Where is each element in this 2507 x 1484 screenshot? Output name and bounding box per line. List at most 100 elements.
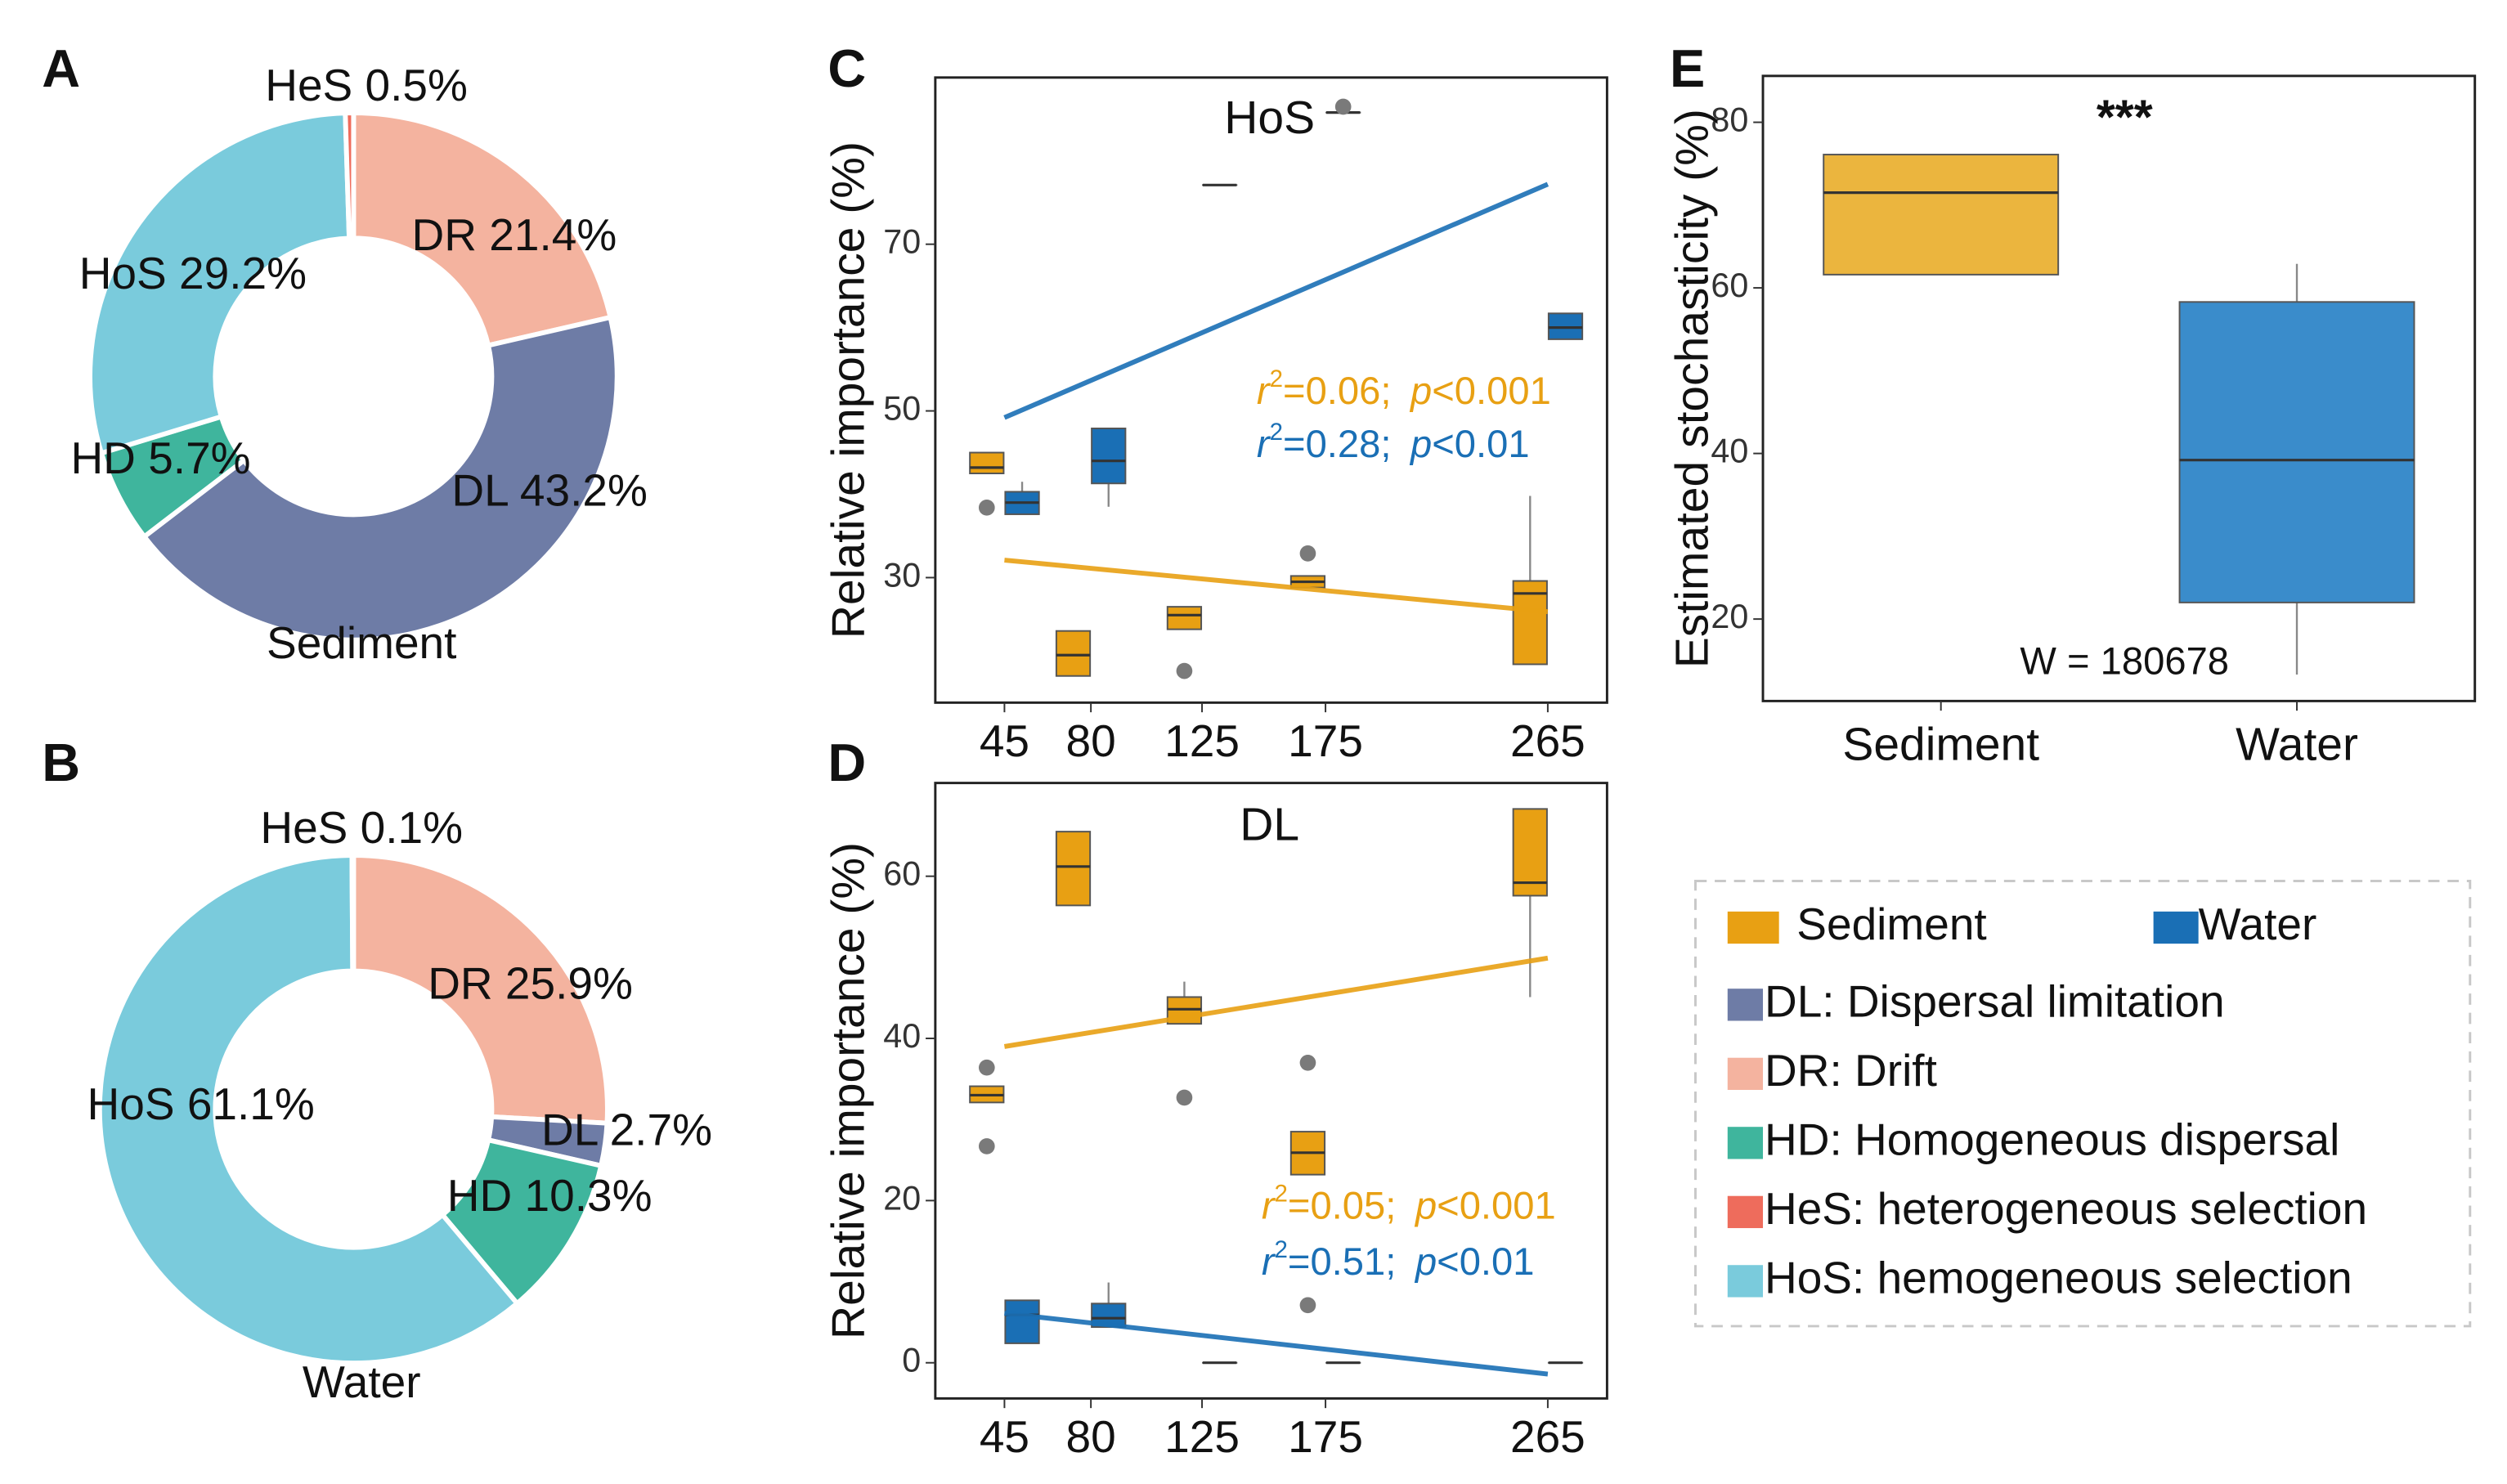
x-tick-label: Sediment bbox=[1842, 718, 2039, 770]
x-tick-label: 80 bbox=[1066, 1411, 1116, 1462]
x-tick-label: 125 bbox=[1164, 715, 1240, 766]
box bbox=[1823, 154, 2060, 276]
slice-label: HoS 61.1% bbox=[87, 1078, 315, 1129]
stat-part: p bbox=[1414, 1240, 1437, 1284]
y-tick-label: 0 bbox=[902, 1342, 921, 1379]
legend-swatch bbox=[1727, 911, 1779, 944]
y-tick-label: 80 bbox=[1711, 101, 1748, 138]
panel-label: C bbox=[827, 38, 866, 98]
stat-part: r bbox=[1257, 422, 1271, 465]
slice-label: DL 43.2% bbox=[451, 464, 648, 515]
outlier bbox=[1299, 1297, 1316, 1314]
legend-frame bbox=[1694, 880, 2472, 1328]
panel-label: A bbox=[42, 38, 80, 98]
y-tick-label: 70 bbox=[883, 223, 921, 261]
panel-label: E bbox=[1670, 38, 1705, 98]
panel-label: D bbox=[827, 733, 866, 792]
donut-slice bbox=[343, 110, 357, 241]
legend-swatch bbox=[1727, 1127, 1764, 1159]
stat-part: <0.01 bbox=[1437, 1240, 1534, 1284]
stat-part: r bbox=[1257, 369, 1271, 412]
box bbox=[1055, 630, 1092, 677]
y-axis-title: Estimated stochasticity (%) bbox=[1666, 109, 1719, 668]
stat-part: =0.06; bbox=[1283, 369, 1391, 412]
legend-label: DR: Drift bbox=[1765, 1045, 1937, 1096]
legend-label: DL: Dispersal limitation bbox=[1765, 975, 2225, 1026]
stat-label: r2=0.28; p<0.01 bbox=[1257, 419, 1530, 465]
fit-line bbox=[1003, 182, 1549, 420]
stat-part: 2 bbox=[1275, 1181, 1288, 1208]
stat-part: 2 bbox=[1275, 1237, 1288, 1264]
panel-title: DL bbox=[1240, 799, 1299, 851]
y-tick-label: 60 bbox=[883, 855, 921, 893]
panel-label: B bbox=[42, 733, 80, 792]
legend-swatch bbox=[1727, 1195, 1764, 1229]
stat-part: p bbox=[1409, 369, 1432, 412]
legend-swatch bbox=[1727, 1057, 1764, 1091]
slice-label: HD 10.3% bbox=[447, 1170, 653, 1221]
box bbox=[1512, 808, 1548, 897]
outlier bbox=[1176, 1089, 1193, 1106]
x-tick-label: 265 bbox=[1510, 715, 1585, 766]
donut-slice bbox=[351, 853, 610, 1126]
slice-label: HeS 0.1% bbox=[260, 802, 463, 853]
box bbox=[1512, 580, 1548, 666]
outlier bbox=[978, 1138, 995, 1154]
annotation: W = 180678 bbox=[2020, 639, 2229, 683]
legend-swatch bbox=[1727, 989, 1764, 1021]
legend-swatch bbox=[2153, 911, 2199, 944]
x-tick-label: Water bbox=[2236, 718, 2358, 770]
stat-part: =0.28; bbox=[1283, 422, 1391, 465]
box bbox=[2178, 301, 2415, 603]
donut-slice bbox=[87, 110, 352, 456]
fit-line bbox=[1003, 955, 1549, 1049]
slice-label: DR 25.9% bbox=[428, 958, 633, 1009]
stat-label: r2=0.51; p<0.01 bbox=[1262, 1237, 1535, 1284]
stat-part: 2 bbox=[1270, 419, 1283, 446]
y-tick-label: 60 bbox=[1711, 267, 1748, 304]
stat-part: =0.05; bbox=[1288, 1184, 1396, 1227]
x-tick-label: 80 bbox=[1066, 715, 1116, 766]
slice-label: HeS 0.5% bbox=[265, 60, 468, 110]
box bbox=[969, 451, 1005, 475]
slice-label: HD 5.7% bbox=[70, 433, 250, 483]
donut-caption: Sediment bbox=[267, 617, 456, 668]
plot-frame bbox=[1761, 74, 2477, 702]
x-tick-label: 45 bbox=[980, 715, 1029, 766]
fit-line bbox=[1004, 558, 1549, 615]
legend-swatch bbox=[1727, 1265, 1764, 1298]
y-tick-label: 50 bbox=[883, 389, 921, 427]
y-tick-label: 20 bbox=[883, 1179, 921, 1217]
box bbox=[1091, 427, 1127, 485]
slice-label: DR 21.4% bbox=[412, 209, 617, 260]
outlier bbox=[1334, 98, 1352, 115]
x-tick-label: 45 bbox=[980, 1411, 1029, 1462]
donut-slice bbox=[141, 314, 620, 643]
x-tick-label: 175 bbox=[1288, 1411, 1363, 1462]
stat-part: r bbox=[1262, 1240, 1276, 1284]
y-tick-label: 30 bbox=[883, 556, 921, 594]
x-tick-label: 125 bbox=[1164, 1411, 1240, 1462]
legend-label: HeS: heterogeneous selection bbox=[1765, 1183, 2367, 1234]
x-tick-label: 175 bbox=[1288, 715, 1363, 766]
box bbox=[1004, 1299, 1040, 1344]
box bbox=[1055, 831, 1092, 907]
stat-label: r2=0.05; p<0.001 bbox=[1262, 1181, 1556, 1227]
slice-label: HoS 29.2% bbox=[79, 248, 307, 298]
outlier bbox=[1299, 545, 1316, 562]
legend-label: Water bbox=[2199, 899, 2317, 949]
donut-slice bbox=[349, 853, 357, 974]
stat-part: p bbox=[1414, 1184, 1437, 1227]
y-tick-label: 40 bbox=[883, 1017, 921, 1055]
donut-caption: Water bbox=[303, 1356, 421, 1407]
box bbox=[1166, 606, 1203, 630]
stat-part: r bbox=[1262, 1184, 1276, 1227]
stat-part: <0.001 bbox=[1437, 1184, 1556, 1227]
stat-part: p bbox=[1409, 422, 1432, 465]
panel-title: HoS bbox=[1224, 92, 1315, 144]
outlier bbox=[978, 1059, 995, 1076]
outlier bbox=[1299, 1054, 1316, 1071]
annotation: *** bbox=[2097, 91, 2153, 144]
stat-part: 2 bbox=[1270, 365, 1283, 392]
fit-line bbox=[1004, 1311, 1549, 1377]
